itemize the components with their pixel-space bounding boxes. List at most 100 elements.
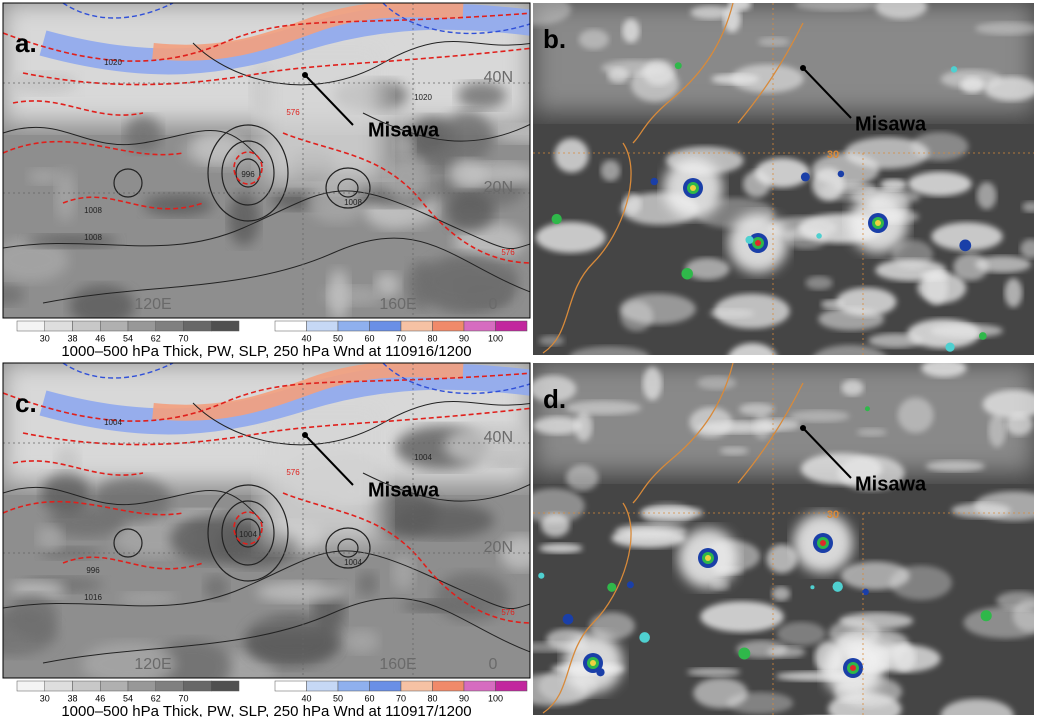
pw-blob xyxy=(328,269,350,321)
colorbar-swatch xyxy=(496,681,528,691)
pw-blob xyxy=(245,615,338,667)
colorbar-swatch xyxy=(464,681,496,691)
lon-label: 120E xyxy=(134,656,171,673)
colorbar-swatch xyxy=(211,681,239,691)
colorbar-tick-label: 38 xyxy=(67,693,77,703)
cloud xyxy=(689,407,732,437)
cloud xyxy=(601,160,621,181)
colorbar-tick-label: 100 xyxy=(488,693,503,703)
colorbar-tick-label: 40 xyxy=(301,333,311,343)
cloud xyxy=(539,335,565,345)
colorbar-swatch xyxy=(338,321,370,331)
pw-blob xyxy=(70,285,135,327)
pw-blob xyxy=(345,629,379,653)
cloud xyxy=(739,403,774,415)
colorbar-tick-label: 54 xyxy=(123,693,133,703)
colorbar-swatch xyxy=(45,321,73,331)
colorbar-tick-label: 80 xyxy=(427,693,437,703)
cloud xyxy=(839,612,913,629)
colorbar-swatch xyxy=(370,321,402,331)
cloud xyxy=(868,333,922,348)
convective-cell xyxy=(563,614,574,625)
map-area: 1004996100410041016100457657640N20N120E1… xyxy=(0,363,542,693)
colorbar-swatch xyxy=(211,321,239,331)
cloud xyxy=(875,259,946,281)
cloud xyxy=(533,417,582,435)
land-light xyxy=(263,403,383,543)
colorbar-swatch xyxy=(100,321,128,331)
cloud xyxy=(643,60,675,85)
lon-label: 0 xyxy=(489,656,498,673)
cloud xyxy=(743,171,771,198)
pw-blob xyxy=(392,554,415,590)
cloud xyxy=(579,29,609,49)
pw-blob xyxy=(28,169,60,184)
pw-blob xyxy=(256,582,348,602)
cloud xyxy=(921,359,967,377)
contour-label: 1020 xyxy=(104,58,122,67)
cloud xyxy=(805,276,832,290)
lat-label: 20N xyxy=(484,179,513,196)
pw-blob xyxy=(8,595,57,638)
panel: 30Misawad. xyxy=(508,359,1037,717)
cloud xyxy=(777,622,826,646)
colorbar-swatch xyxy=(307,681,339,691)
pw-blob xyxy=(449,160,488,190)
convective-cell xyxy=(981,610,992,621)
cloud xyxy=(841,380,863,396)
colorbar-swatch xyxy=(338,681,370,691)
cloud xyxy=(841,562,910,590)
colorbar-swatch xyxy=(156,321,184,331)
figure: 1020100899610081008102057657640N20N120E1… xyxy=(0,0,1037,717)
cloud xyxy=(727,692,793,714)
pw-blob xyxy=(435,572,510,621)
grid-label: 30 xyxy=(827,509,839,521)
contour-label: 1016 xyxy=(84,593,102,602)
colorbar-swatch xyxy=(401,321,433,331)
contour-label: 996 xyxy=(86,566,100,575)
colorbar-tick-label: 50 xyxy=(333,693,343,703)
convective-cell xyxy=(681,268,693,280)
colorbar-tick-label: 70 xyxy=(396,333,406,343)
colorbar-swatch xyxy=(156,681,184,691)
convective-cell xyxy=(538,573,544,579)
contour-label: 576 xyxy=(501,248,515,257)
colorbar-swatch xyxy=(307,321,339,331)
colorbar-tick-label: 54 xyxy=(123,333,133,343)
cloud xyxy=(975,256,1031,273)
convective-cell xyxy=(959,239,971,251)
caption: 1000–500 hPa Thick, PW, SLP, 250 hPa Wnd… xyxy=(61,703,471,717)
contour-label: 1020 xyxy=(414,93,432,102)
colorbar-tick-label: 50 xyxy=(333,333,343,343)
convective-cell xyxy=(552,214,562,224)
pw-blob xyxy=(125,116,162,153)
colorbar-tick-label: 80 xyxy=(427,333,437,343)
colorbar-swatch xyxy=(433,321,465,331)
colorbar-swatch xyxy=(401,681,433,691)
pw-blob xyxy=(446,192,494,231)
satellite-image: 30Misawa xyxy=(497,0,1037,379)
cloud xyxy=(566,465,598,491)
colorbar-swatch xyxy=(100,681,128,691)
panel-label: d. xyxy=(543,384,566,414)
cloud xyxy=(758,37,790,47)
contour-label: 1008 xyxy=(344,198,362,207)
storm-core xyxy=(755,240,761,246)
cloud xyxy=(608,67,629,83)
colorbar-swatch xyxy=(17,321,45,331)
colorbar-swatch xyxy=(17,681,45,691)
colorbar-tick-label: 60 xyxy=(364,333,374,343)
colorbar-tick-label: 38 xyxy=(67,333,77,343)
cloud xyxy=(789,410,849,422)
cloud xyxy=(908,172,972,196)
contour-label: 1008 xyxy=(84,206,102,215)
panel-label: c. xyxy=(15,388,37,418)
pw-blob xyxy=(119,592,176,604)
lon-label: 120E xyxy=(134,296,171,313)
colorbar-swatch xyxy=(73,321,101,331)
storm-core xyxy=(850,665,856,671)
colorbar-tick-label: 40 xyxy=(301,693,311,703)
cloud xyxy=(926,461,985,472)
